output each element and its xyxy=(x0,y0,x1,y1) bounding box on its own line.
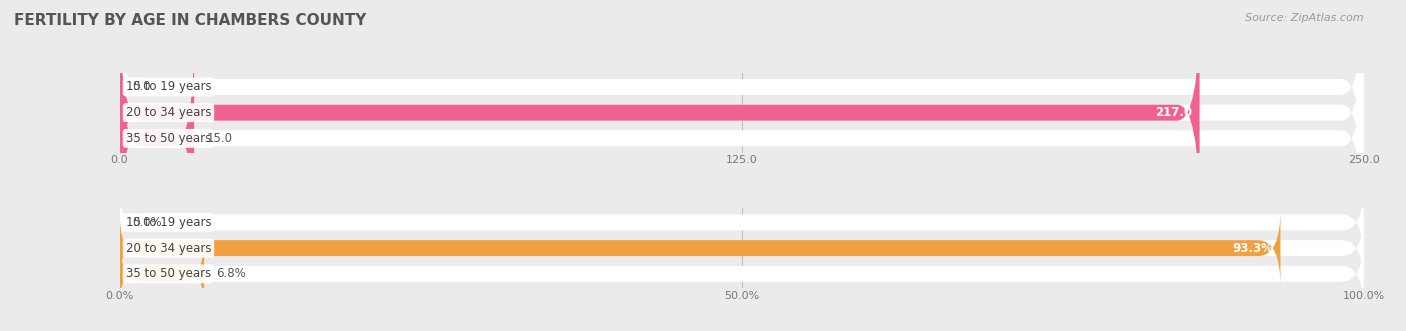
FancyBboxPatch shape xyxy=(120,31,1364,246)
Text: 15 to 19 years: 15 to 19 years xyxy=(125,80,211,93)
Text: 93.3%: 93.3% xyxy=(1232,242,1272,255)
Text: 15.0: 15.0 xyxy=(207,132,232,145)
Text: FERTILITY BY AGE IN CHAMBERS COUNTY: FERTILITY BY AGE IN CHAMBERS COUNTY xyxy=(14,13,367,28)
Text: 6.8%: 6.8% xyxy=(217,267,246,280)
FancyBboxPatch shape xyxy=(120,5,1364,220)
FancyBboxPatch shape xyxy=(120,236,204,312)
FancyBboxPatch shape xyxy=(120,184,1364,261)
Text: Source: ZipAtlas.com: Source: ZipAtlas.com xyxy=(1246,13,1364,23)
FancyBboxPatch shape xyxy=(120,210,1364,286)
FancyBboxPatch shape xyxy=(120,236,1364,312)
Text: 0.0: 0.0 xyxy=(132,80,150,93)
FancyBboxPatch shape xyxy=(120,210,1281,286)
Text: 35 to 50 years: 35 to 50 years xyxy=(125,132,211,145)
Text: 20 to 34 years: 20 to 34 years xyxy=(125,242,211,255)
Text: 20 to 34 years: 20 to 34 years xyxy=(125,106,211,119)
FancyBboxPatch shape xyxy=(120,5,1199,220)
Text: 0.0%: 0.0% xyxy=(132,216,162,229)
Text: 15 to 19 years: 15 to 19 years xyxy=(125,216,211,229)
FancyBboxPatch shape xyxy=(120,0,1364,195)
Text: 217.0: 217.0 xyxy=(1154,106,1192,119)
Text: 35 to 50 years: 35 to 50 years xyxy=(125,267,211,280)
FancyBboxPatch shape xyxy=(120,31,194,246)
